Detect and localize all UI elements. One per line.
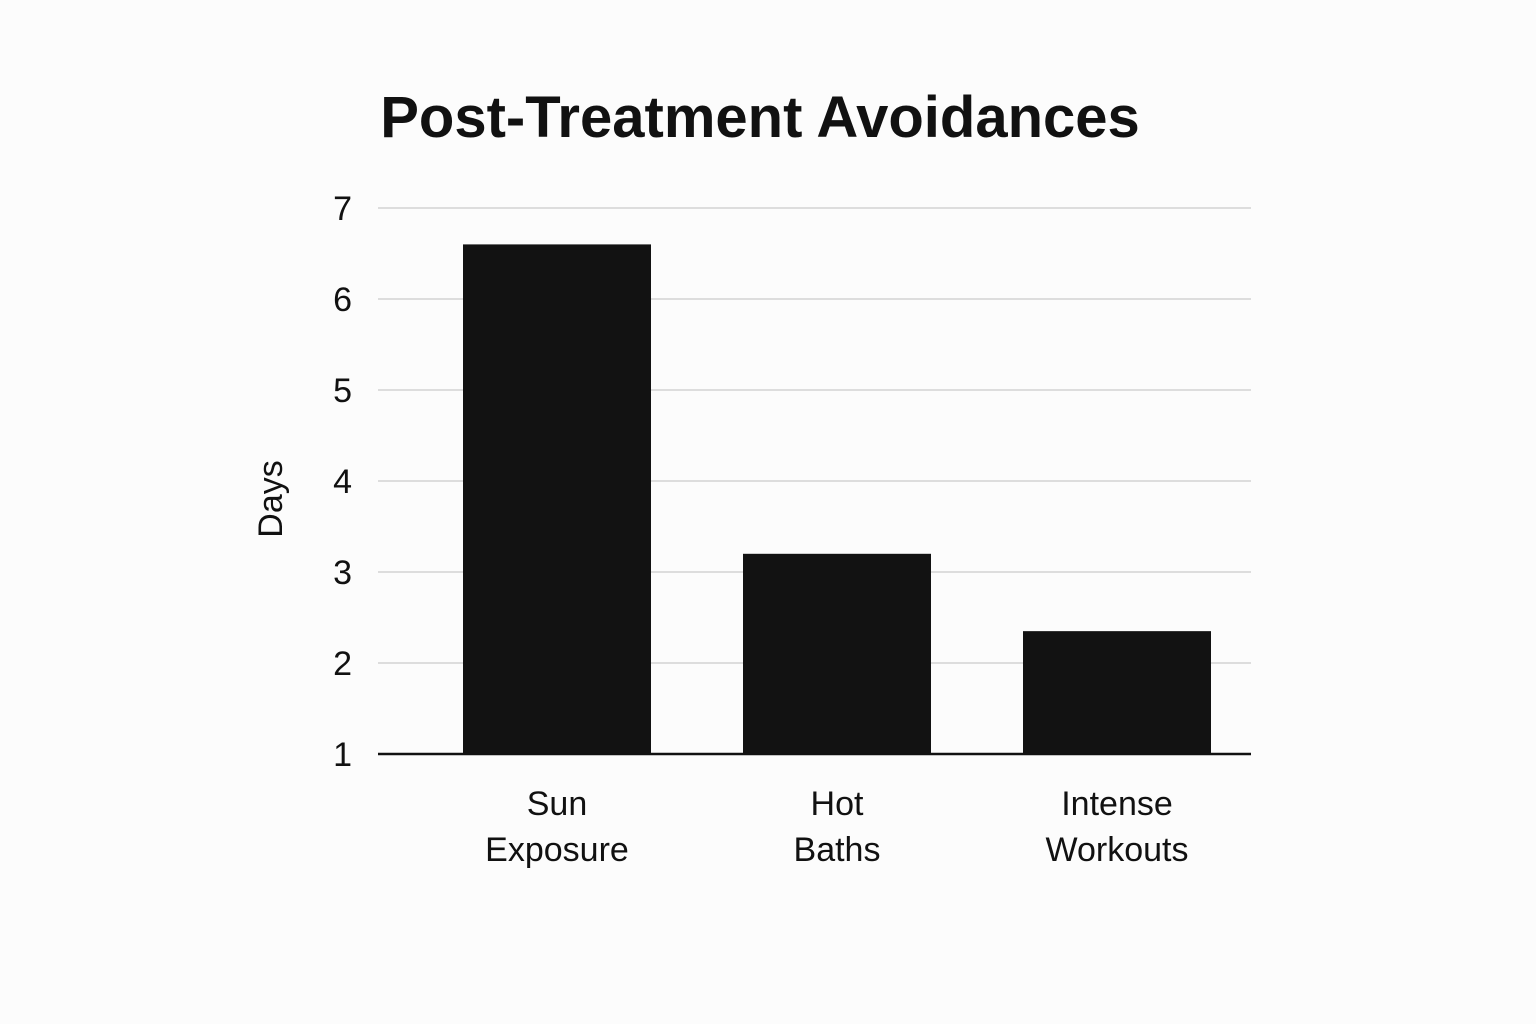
y-tick-label-3: 3 [333, 554, 352, 592]
x-tick-label-line: Hot [811, 785, 864, 823]
y-axis-label: Days [252, 460, 290, 537]
x-tick-label-line: Intense [1061, 785, 1173, 823]
x-axis-labels: Sun Exposure Hot Baths Intense Workouts [485, 785, 1188, 869]
y-axis-ticks: 1 2 3 4 5 6 7 [333, 190, 352, 774]
x-tick-label-line: Exposure [485, 831, 629, 869]
bars-layer [463, 244, 1211, 754]
chart-title: Post-Treatment Avoidances [380, 85, 1140, 150]
bar-intense-workouts [1023, 631, 1211, 754]
y-tick-label-5: 5 [333, 372, 352, 410]
y-tick-label-7: 7 [333, 190, 352, 228]
x-tick-label-line: Baths [794, 831, 881, 869]
x-tick-label-line: Workouts [1046, 831, 1189, 869]
y-tick-label-4: 4 [333, 463, 352, 501]
bar-hot-baths [743, 553, 931, 754]
bar-sun-exposure [463, 244, 651, 754]
x-tick-label-line: Sun [527, 785, 588, 823]
x-tick-label-sun-exposure: Sun Exposure [485, 785, 629, 869]
y-tick-label-1: 1 [333, 736, 352, 774]
x-tick-label-intense-workouts: Intense Workouts [1046, 785, 1189, 869]
y-tick-label-6: 6 [333, 281, 352, 319]
y-tick-label-2: 2 [333, 645, 352, 683]
x-tick-label-hot-baths: Hot Baths [794, 785, 881, 869]
